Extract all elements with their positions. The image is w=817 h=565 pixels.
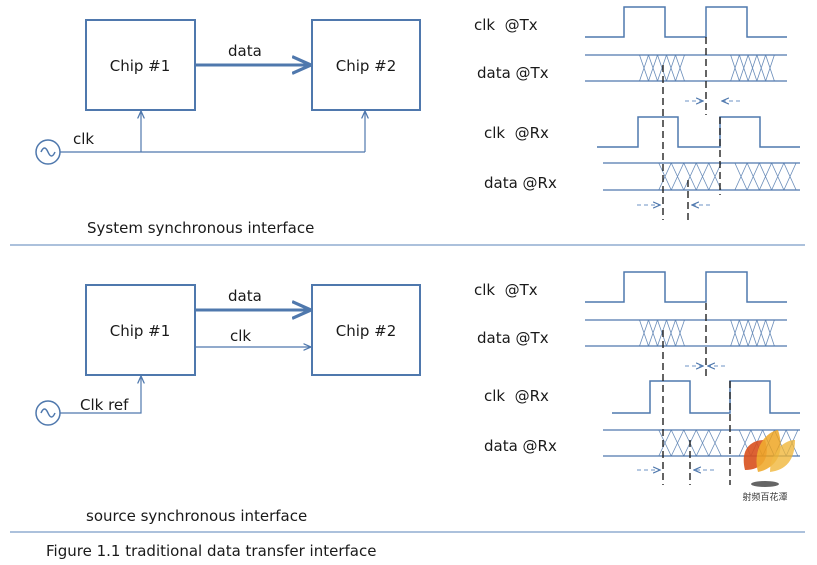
clkref-line xyxy=(60,376,141,414)
system-sync-waveforms xyxy=(585,6,800,222)
data-transition-crosshatch xyxy=(730,319,775,347)
watermark-text: 射频百花潭 xyxy=(742,491,787,503)
chip2-box xyxy=(311,284,421,376)
data-transition-crosshatch xyxy=(734,162,797,191)
clock-waveform xyxy=(585,6,787,38)
clk-label: clk xyxy=(230,327,251,345)
clkref-label: Clk ref xyxy=(80,396,129,414)
system-synchronous-block: Chip #1 Chip #2 data clk System synchron… xyxy=(35,6,800,237)
figure-caption: Figure 1.1 traditional data transfer int… xyxy=(46,542,376,560)
clock-waveform xyxy=(612,380,800,414)
clock-waveform xyxy=(597,116,800,148)
sine-icon xyxy=(40,408,56,418)
clock-waveform xyxy=(585,271,787,303)
sine-icon xyxy=(40,147,56,157)
clk-label: clk xyxy=(73,130,94,148)
source-synchronous-block: Chip #1 Chip #2 data clk Clk ref source … xyxy=(35,271,800,525)
clk-tx-label: clk @Tx xyxy=(474,16,538,34)
watermark-logo: 射频百花潭 xyxy=(742,430,795,503)
source-sync-caption: source synchronous interface xyxy=(86,507,307,525)
data-transition-crosshatch xyxy=(639,54,685,82)
data-transition-crosshatch xyxy=(658,162,722,191)
system-sync-caption: System synchronous interface xyxy=(87,219,314,237)
data-rx-label: data @Rx xyxy=(484,437,557,455)
data-rx-label: data @Rx xyxy=(484,174,557,192)
data-transition-crosshatch xyxy=(730,54,775,82)
data-label: data xyxy=(228,287,262,305)
chip1-box xyxy=(85,284,196,376)
clk-rx-label: clk @Rx xyxy=(484,387,549,405)
clk-rx-label: clk @Rx xyxy=(484,124,549,142)
chip1-label: Chip #1 xyxy=(110,322,171,340)
clk-tx-label: clk @Tx xyxy=(474,281,538,299)
data-label: data xyxy=(228,42,262,60)
chip2-label: Chip #2 xyxy=(336,322,397,340)
chip2-label: Chip #2 xyxy=(336,57,397,75)
data-transition-crosshatch xyxy=(639,319,685,347)
data-tx-label: data @Tx xyxy=(477,64,549,82)
data-tx-label: data @Tx xyxy=(477,329,549,347)
chip1-label: Chip #1 xyxy=(110,57,171,75)
